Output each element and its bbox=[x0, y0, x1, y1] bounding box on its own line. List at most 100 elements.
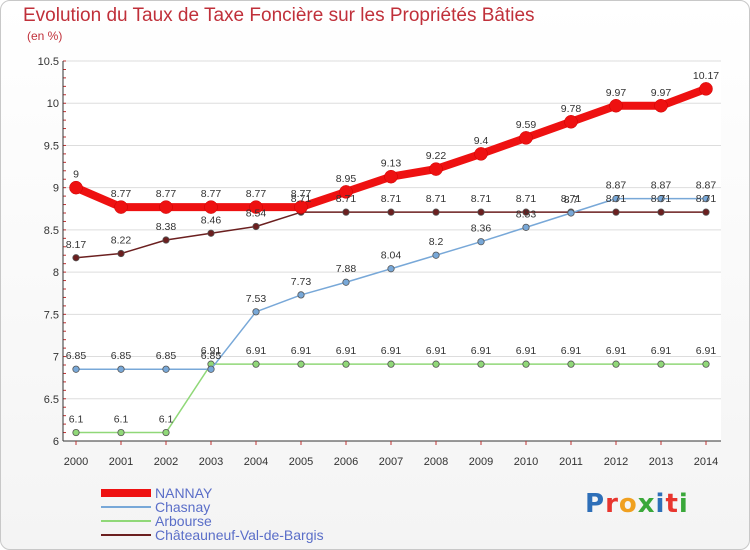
plot-area bbox=[63, 61, 721, 441]
data-label: 8.71 bbox=[516, 193, 537, 205]
data-label: 6.91 bbox=[381, 345, 402, 357]
x-tick-label: 2014 bbox=[694, 456, 718, 468]
data-point bbox=[72, 365, 80, 373]
data-label: 6.91 bbox=[336, 345, 357, 357]
data-point bbox=[432, 251, 440, 259]
data-label: 8.71 bbox=[696, 193, 717, 205]
data-point bbox=[72, 428, 80, 437]
data-label: 6.91 bbox=[516, 345, 537, 357]
series-nannay bbox=[69, 82, 713, 214]
legend-label: NANNAY bbox=[155, 485, 213, 501]
data-point bbox=[699, 82, 713, 96]
data-point bbox=[342, 278, 350, 286]
data-label: 9.78 bbox=[561, 103, 582, 115]
data-point bbox=[519, 131, 533, 145]
data-point bbox=[702, 360, 710, 368]
data-point bbox=[567, 360, 575, 368]
data-point bbox=[432, 208, 440, 216]
data-point bbox=[384, 169, 398, 184]
series-arbourse bbox=[72, 360, 710, 437]
data-point bbox=[252, 222, 260, 231]
y-tick-label: 8.5 bbox=[44, 225, 59, 237]
axes: 6 6.5 7 7.5 8 8.5 9 9.5 10 10.5 2000 2001 2002 2003 20… bbox=[38, 56, 721, 468]
y-gridlines bbox=[63, 60, 721, 442]
data-point bbox=[609, 99, 623, 113]
data-label: 8.77 bbox=[201, 188, 222, 200]
logo-letter: i bbox=[655, 489, 666, 519]
data-label: 6.91 bbox=[426, 345, 447, 357]
data-point bbox=[252, 308, 260, 316]
data-label: 8.71 bbox=[426, 193, 447, 205]
data-label: 6.1 bbox=[114, 414, 129, 426]
data-label: 6.91 bbox=[606, 345, 627, 357]
x-tick-label: 2001 bbox=[109, 456, 133, 468]
x-tick-label: 2004 bbox=[244, 456, 268, 468]
data-point bbox=[252, 360, 260, 368]
y-tick-label: 9.5 bbox=[44, 140, 59, 152]
x-tick-label: 2008 bbox=[424, 456, 448, 468]
data-label: 8.77 bbox=[291, 188, 312, 200]
data-label: 8.38 bbox=[156, 221, 177, 233]
data-point bbox=[612, 195, 620, 203]
legend-label: Châteauneuf-Val-de-Bargis bbox=[155, 527, 324, 543]
data-point bbox=[207, 365, 215, 373]
data-label: 8.71 bbox=[606, 193, 627, 205]
data-point bbox=[162, 365, 170, 373]
series-group bbox=[69, 82, 713, 437]
data-label: 6.1 bbox=[159, 414, 174, 426]
y-tick-label: 6 bbox=[53, 436, 59, 448]
series-chasnay bbox=[72, 195, 710, 373]
data-point bbox=[162, 236, 170, 244]
data-point bbox=[564, 115, 578, 129]
data-label: 6.91 bbox=[561, 345, 582, 357]
data-label: 6.91 bbox=[246, 345, 267, 357]
y-tick-label: 6.5 bbox=[44, 394, 59, 406]
data-label: 8.04 bbox=[381, 250, 402, 262]
data-point bbox=[159, 200, 173, 214]
x-tick-label: 2002 bbox=[154, 456, 178, 468]
data-label: 9.97 bbox=[651, 87, 672, 99]
data-point bbox=[429, 162, 443, 176]
data-point bbox=[474, 147, 488, 161]
data-label: 7.73 bbox=[291, 276, 312, 288]
legend-label: Chasnay bbox=[155, 499, 210, 515]
data-label: 8.54 bbox=[246, 208, 267, 220]
data-label: 6.91 bbox=[291, 345, 312, 357]
data-label: 8.22 bbox=[111, 235, 132, 247]
x-tick-label: 2003 bbox=[199, 456, 223, 468]
x-tick-label: 2013 bbox=[649, 456, 673, 468]
data-label: 9.59 bbox=[516, 119, 537, 131]
y-tick-label: 9 bbox=[53, 183, 59, 195]
logo-letter: t bbox=[665, 489, 679, 519]
data-label: 8.71 bbox=[651, 193, 672, 205]
data-point bbox=[387, 265, 395, 273]
data-label: 10.17 bbox=[693, 70, 719, 82]
logo-letter: r bbox=[605, 489, 619, 519]
data-point bbox=[339, 185, 353, 199]
data-point bbox=[432, 360, 440, 368]
data-point bbox=[477, 208, 485, 216]
data-point bbox=[69, 180, 83, 195]
data-point bbox=[522, 223, 530, 231]
logo-letter: P bbox=[585, 489, 606, 519]
data-labels: 8.17 8.228.388.468.548.71 8.71 8.71 8.71 8.71… bbox=[66, 70, 720, 426]
data-label: 8.2 bbox=[429, 236, 444, 248]
data-label: 8.36 bbox=[471, 223, 492, 235]
data-label: 8.71 bbox=[336, 193, 357, 205]
data-point bbox=[612, 360, 620, 368]
data-point bbox=[294, 200, 308, 214]
data-point bbox=[702, 195, 710, 203]
data-point bbox=[297, 291, 305, 299]
data-point bbox=[657, 195, 665, 203]
chart-subtitle: (en %) bbox=[27, 29, 63, 43]
data-label: 6.91 bbox=[696, 345, 717, 357]
data-point bbox=[117, 365, 125, 373]
data-label: 8.71 bbox=[561, 193, 582, 205]
data-point bbox=[117, 428, 125, 437]
data-label: 6.85 bbox=[156, 350, 177, 362]
x-tick-label: 2000 bbox=[64, 456, 88, 468]
data-label: 9 bbox=[73, 169, 79, 181]
data-point bbox=[162, 428, 170, 437]
x-tick-label: 2005 bbox=[289, 456, 313, 468]
